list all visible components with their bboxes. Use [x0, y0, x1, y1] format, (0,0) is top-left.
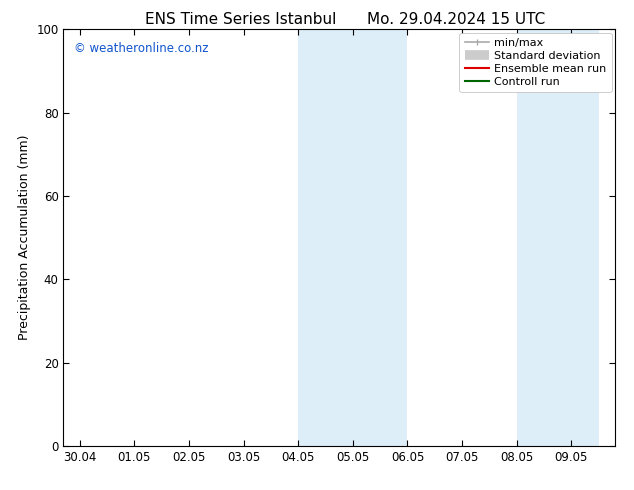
Bar [353, 29, 408, 446]
Text: © weatheronline.co.nz: © weatheronline.co.nz [74, 42, 209, 55]
Text: ENS Time Series Istanbul: ENS Time Series Istanbul [145, 12, 337, 27]
Bar [544, 29, 598, 446]
Legend: min/max, Standard deviation, Ensemble mean run, Controll run: min/max, Standard deviation, Ensemble me… [460, 33, 612, 92]
Bar [298, 29, 353, 446]
Text: Mo. 29.04.2024 15 UTC: Mo. 29.04.2024 15 UTC [367, 12, 546, 27]
Y-axis label: Precipitation Accumulation (mm): Precipitation Accumulation (mm) [18, 135, 30, 341]
Bar [517, 29, 544, 446]
